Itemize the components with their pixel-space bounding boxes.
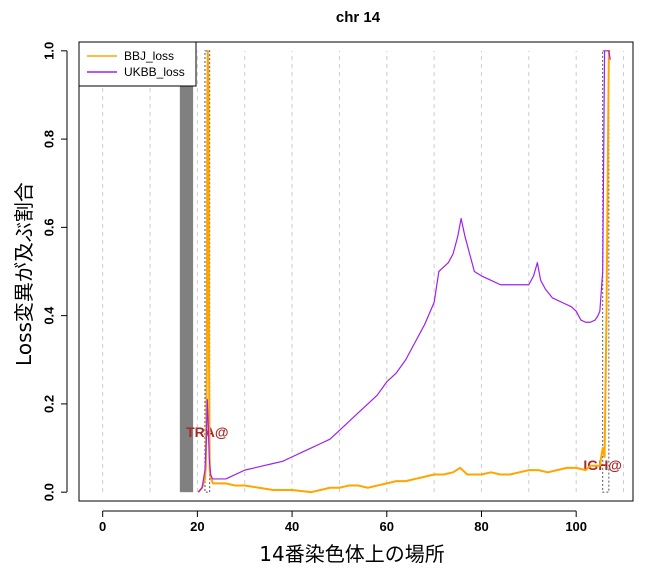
y-tick-label-0: 0.0 — [42, 483, 57, 501]
chart-title: chr 14 — [336, 9, 381, 26]
y-axis-title: Loss変異が及ぶ割合 — [12, 182, 36, 366]
y-tick-label-1: 0.2 — [42, 395, 57, 413]
x-axis-title: 14番染色体上の場所 — [259, 542, 444, 566]
x-tick-label-0: 0 — [99, 519, 106, 534]
y-axis: 0.0 0.2 0.4 0.6 0.8 1.0 — [42, 42, 68, 501]
y-tick-label-3: 0.6 — [42, 218, 57, 236]
legend-box — [78, 41, 197, 87]
legend: BBJ_loss UKBB_loss — [78, 41, 197, 87]
series-layer — [197, 49, 611, 494]
legend-label-UKBB_loss: UKBB_loss — [124, 65, 185, 79]
x-axis: 0 20 40 60 80 100 — [99, 510, 587, 534]
x-tick-label-40: 40 — [285, 519, 299, 534]
x-tick-label-60: 60 — [380, 519, 394, 534]
gene-marker-label-TRA@: TRA@ — [186, 424, 228, 440]
plot-frame — [78, 41, 634, 502]
series-line-UKBB_loss — [197, 50, 611, 493]
y-tick-label-5: 1.0 — [42, 42, 57, 60]
gridlines — [102, 50, 625, 493]
legend-label-BBJ_loss: BBJ_loss — [124, 49, 174, 63]
x-tick-label-100: 100 — [565, 519, 587, 534]
x-tick-label-20: 20 — [190, 519, 204, 534]
y-tick-label-2: 0.4 — [42, 306, 57, 325]
centromere-band — [179, 81, 194, 493]
x-tick-label-80: 80 — [474, 519, 488, 534]
gene-marker-label-IGH@: IGH@ — [583, 457, 622, 473]
centromere-band-layer — [179, 81, 194, 493]
y-tick-label-4: 0.8 — [42, 130, 57, 148]
